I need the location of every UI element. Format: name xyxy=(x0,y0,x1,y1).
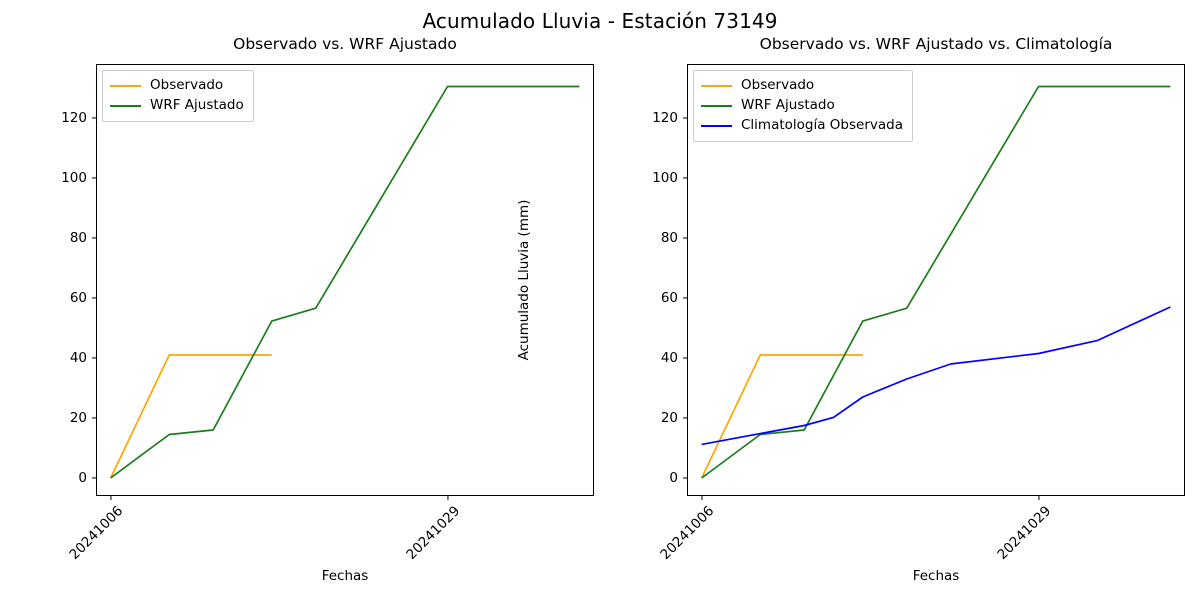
legend-item-label: WRF Ajustado xyxy=(150,97,244,114)
y-tick-label: 0 xyxy=(78,470,87,486)
legend-item[interactable]: WRF Ajustado xyxy=(701,96,903,116)
y-tick-mark xyxy=(683,477,687,479)
legend-item[interactable]: Observado xyxy=(110,76,244,96)
legend-swatch-icon xyxy=(701,105,732,107)
plot-lines-left xyxy=(109,85,580,479)
legend-right[interactable]: Observado WRF Ajustado Climatología Observ… xyxy=(693,70,913,142)
legend-swatch-icon xyxy=(701,125,732,127)
series-line-climatolog-a-observada xyxy=(701,306,1171,446)
y-tick-mark xyxy=(683,237,687,239)
axes-title-right: Observado vs. WRF Ajustado vs. Climatolo… xyxy=(759,35,1113,53)
y-tick-label: 120 xyxy=(61,110,87,126)
y-tick-mark xyxy=(92,297,96,299)
x-tick-mark xyxy=(1037,496,1040,500)
legend-item[interactable]: Observado xyxy=(701,76,903,96)
y-tick-mark xyxy=(92,357,96,359)
legend-swatch-icon xyxy=(701,85,732,87)
chart-panel-right: Observado vs. WRF Ajustado vs. Climatolo… xyxy=(516,35,1185,584)
y-axis-label-right: Acumulado Lluvia (mm) xyxy=(516,199,532,361)
chart-panel-left: Observado vs. WRF Ajustado Acumulado Llu… xyxy=(61,35,594,584)
x-axis-label-left: Fechas xyxy=(321,568,369,584)
y-tick-mark xyxy=(683,177,687,179)
series-line-observado xyxy=(700,354,863,479)
legend-item-label: Observado xyxy=(741,77,815,94)
y-tick-label: 40 xyxy=(660,350,678,366)
y-tick-label: 80 xyxy=(69,230,87,246)
x-tick-label: 20241029 xyxy=(994,503,1054,563)
y-tick-mark xyxy=(92,477,96,479)
y-tick-label: 120 xyxy=(652,110,678,126)
y-tick-label: 80 xyxy=(660,230,678,246)
x-tick-label-text: 20241006 xyxy=(657,503,717,563)
plot-lines-right xyxy=(700,85,1171,479)
legend-item[interactable]: WRF Ajustado xyxy=(110,96,244,116)
y-tick-label: 40 xyxy=(69,350,87,366)
x-tick-mark xyxy=(110,496,112,500)
y-tick-label: 100 xyxy=(652,170,678,186)
y-tick-label: 100 xyxy=(61,170,87,186)
axes-title-left: Observado vs. WRF Ajustado xyxy=(233,35,457,53)
axes-frame-left xyxy=(96,64,594,496)
legend-item-label: Observado xyxy=(150,77,224,94)
series-line-wrf-ajustado xyxy=(701,85,1171,479)
legend-swatch-icon xyxy=(110,105,141,107)
x-axis-label-right: Fechas xyxy=(912,568,960,584)
series-line-wrf-ajustado xyxy=(110,85,580,479)
x-tick-mark xyxy=(446,496,449,500)
legend-left[interactable]: Observado WRF Ajustado xyxy=(102,70,254,122)
y-tick-label: 0 xyxy=(669,470,678,486)
x-tick-label-text: 20241029 xyxy=(993,503,1054,563)
legend-swatch-icon xyxy=(110,85,141,87)
y-tick-mark xyxy=(683,117,687,119)
y-tick-mark xyxy=(683,297,687,299)
y-tick-mark xyxy=(92,237,96,239)
y-tick-mark xyxy=(683,417,687,419)
x-tick-label: 20241006 xyxy=(66,503,126,563)
legend-item[interactable]: Climatología Observada xyxy=(701,116,903,136)
y-tick-label: 20 xyxy=(69,410,87,426)
x-tick-label: 20241029 xyxy=(403,503,463,563)
x-tick-mark xyxy=(701,496,703,500)
y-tick-mark xyxy=(92,417,96,419)
x-tick-label-text: 20241029 xyxy=(402,503,463,563)
y-tick-label: 20 xyxy=(660,410,678,426)
figure-suptitle: Acumulado Lluvia - Estación 73149 xyxy=(422,9,778,33)
y-tick-label: 60 xyxy=(660,290,678,306)
legend-item-label: Climatología Observada xyxy=(741,117,903,134)
x-tick-label-text: 20241006 xyxy=(66,503,126,563)
legend-item-label: WRF Ajustado xyxy=(741,97,835,114)
y-tick-mark xyxy=(92,117,96,119)
x-tick-label: 20241006 xyxy=(657,503,717,563)
y-tick-mark xyxy=(683,357,687,359)
series-line-observado xyxy=(109,354,272,479)
y-tick-mark xyxy=(92,177,96,179)
y-tick-label: 60 xyxy=(69,290,87,306)
